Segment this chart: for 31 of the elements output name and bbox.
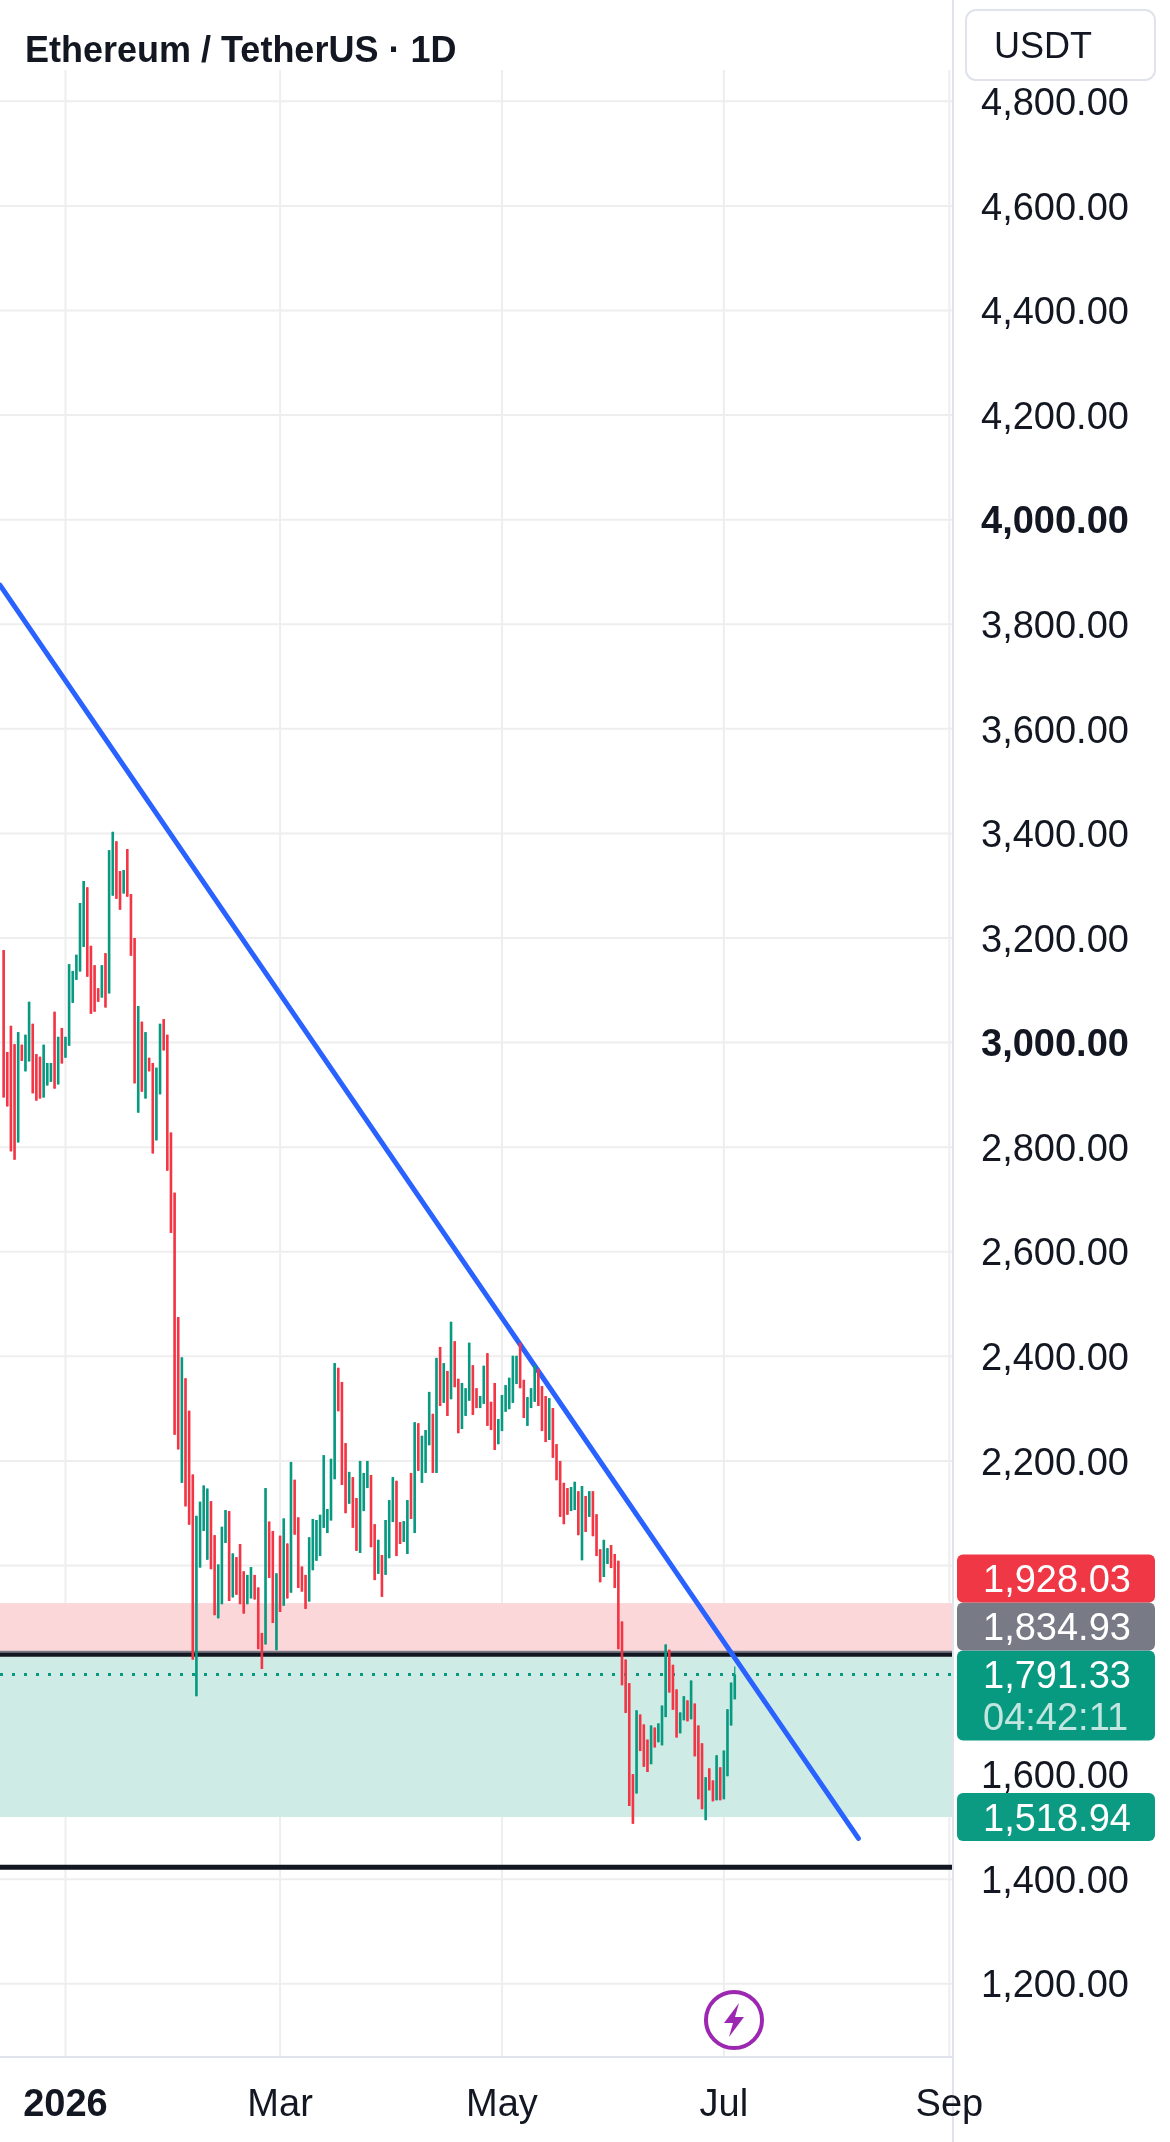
band-label: 1,928.03: [983, 1558, 1131, 1601]
x-tick-label: Sep: [915, 2081, 984, 2124]
currency-field: USDT: [965, 9, 1156, 81]
candlestick: [122, 869, 125, 895]
band-label: 1,518.94: [983, 1796, 1131, 1839]
y-tick-label: 3,200.00: [981, 917, 1129, 960]
ref-line-label: 1,791.33 04:42:11: [983, 1654, 1131, 1739]
y-tick-label: 2,600.00: [981, 1231, 1129, 1274]
y-axis-title: USDT: [994, 24, 1093, 66]
candlestick: [686, 1699, 689, 1722]
y-tick-label: 2,800.00: [981, 1126, 1129, 1169]
y-tick-label: 4,600.00: [981, 185, 1129, 228]
x-tick-label: May: [466, 2081, 538, 2124]
y-tick-label: 4,000.00: [981, 499, 1129, 542]
x-tick-label: 2026: [23, 2081, 108, 2124]
y-tick-label: 4,200.00: [981, 394, 1129, 437]
x-tick-label: Jul: [699, 2081, 749, 2124]
y-tick-label: 3,800.00: [981, 603, 1129, 646]
y-tick-label: 4,800.00: [981, 81, 1129, 124]
y-tick-label: 3,600.00: [981, 708, 1129, 751]
y-tick-label: 1,200.00: [981, 1963, 1129, 2006]
y-tick-label: 4,400.00: [981, 290, 1129, 333]
y-tick-label: 3,000.00: [981, 1022, 1129, 1065]
y-tick-label: 2,400.00: [981, 1336, 1129, 1378]
chart-title: Ethereum / TetherUS · 1D: [25, 29, 457, 70]
ref-line-label: 1,834.93: [983, 1606, 1131, 1649]
y-tick-label: 2,200.00: [981, 1440, 1129, 1483]
y-tick-label: 3,400.00: [981, 813, 1129, 856]
x-tick-label: Mar: [247, 2081, 314, 2124]
y-tick-label: 1,400.00: [981, 1858, 1129, 1901]
y-tick-label: 1,600.00: [981, 1754, 1129, 1797]
